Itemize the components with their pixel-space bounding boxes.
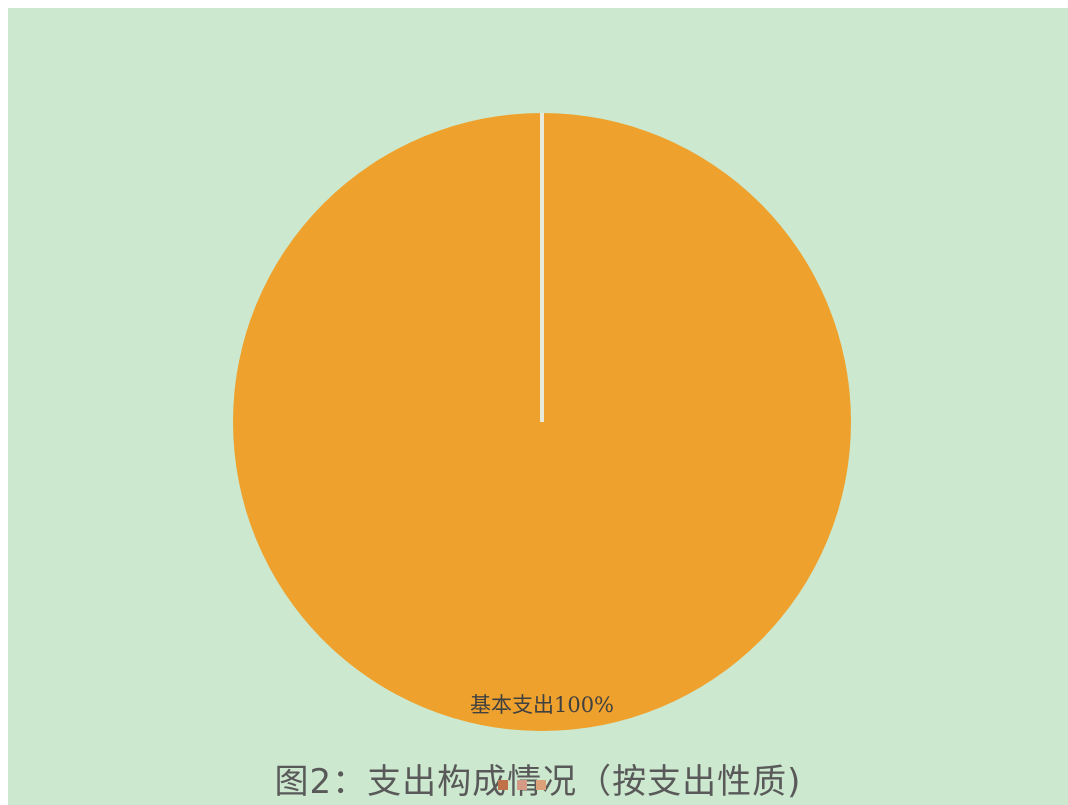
data-label-basic-expense: 基本支出100% xyxy=(469,693,615,717)
pie-chart xyxy=(233,113,851,731)
chart-area: 基本支出100% 图2：支出构成情况（按支出性质) xyxy=(8,8,1068,805)
legend-swatch-0 xyxy=(498,780,508,790)
legend-swatch-1 xyxy=(517,780,527,790)
legend-swatch-2 xyxy=(536,780,546,790)
legend xyxy=(498,780,546,790)
chart-title: 图2：支出构成情况（按支出性质) xyxy=(8,754,1068,803)
